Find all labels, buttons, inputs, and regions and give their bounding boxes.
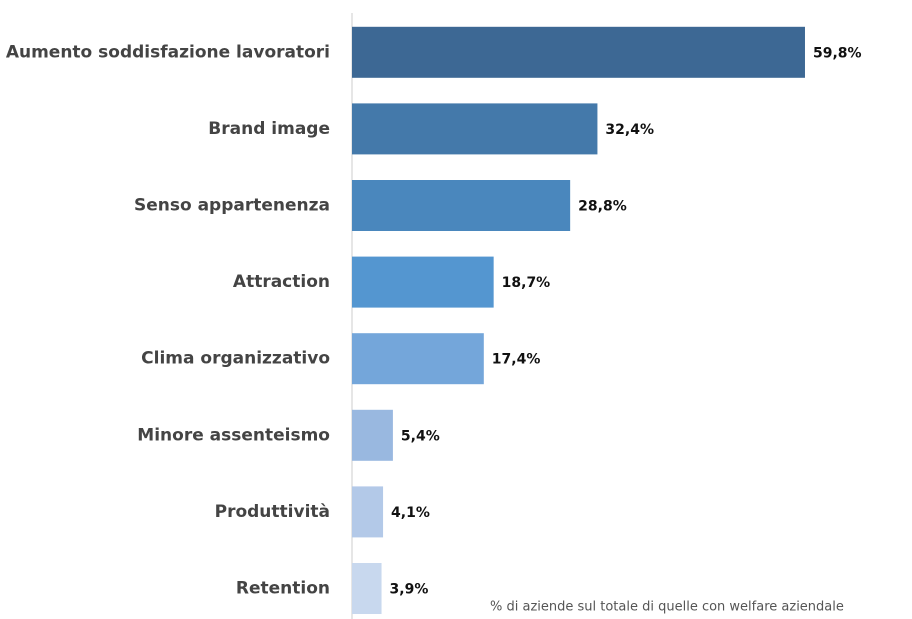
value-label: 4,1%: [391, 505, 430, 521]
value-label: 5,4%: [401, 428, 440, 444]
category-label: Clima organizzativo: [141, 349, 330, 369]
annotation: % di aziende sul totale di quelle con we…: [490, 600, 844, 615]
category-label: Senso appartenenza: [134, 196, 330, 216]
category-label: Brand image: [208, 119, 330, 139]
value-label: 28,8%: [578, 199, 627, 215]
value-label: 3,9%: [390, 582, 429, 598]
bar: [352, 26, 805, 78]
category-label: Attraction: [233, 272, 330, 292]
value-label: 59,8%: [813, 45, 862, 61]
value-label: 18,7%: [502, 275, 551, 291]
value-label: 17,4%: [492, 352, 541, 368]
bar: [352, 180, 571, 231]
bar: [352, 563, 382, 614]
bar: [352, 103, 598, 155]
category-label: Aumento soddisfazione lavoratori: [6, 42, 330, 62]
value-label: 32,4%: [605, 122, 654, 138]
bar: [352, 256, 494, 308]
bar: [352, 486, 384, 538]
bar: [352, 409, 393, 461]
category-label: Minore assenteismo: [137, 425, 330, 445]
category-label: Retention: [236, 579, 330, 599]
category-label: Produttività: [215, 502, 330, 522]
bar: [352, 333, 484, 385]
